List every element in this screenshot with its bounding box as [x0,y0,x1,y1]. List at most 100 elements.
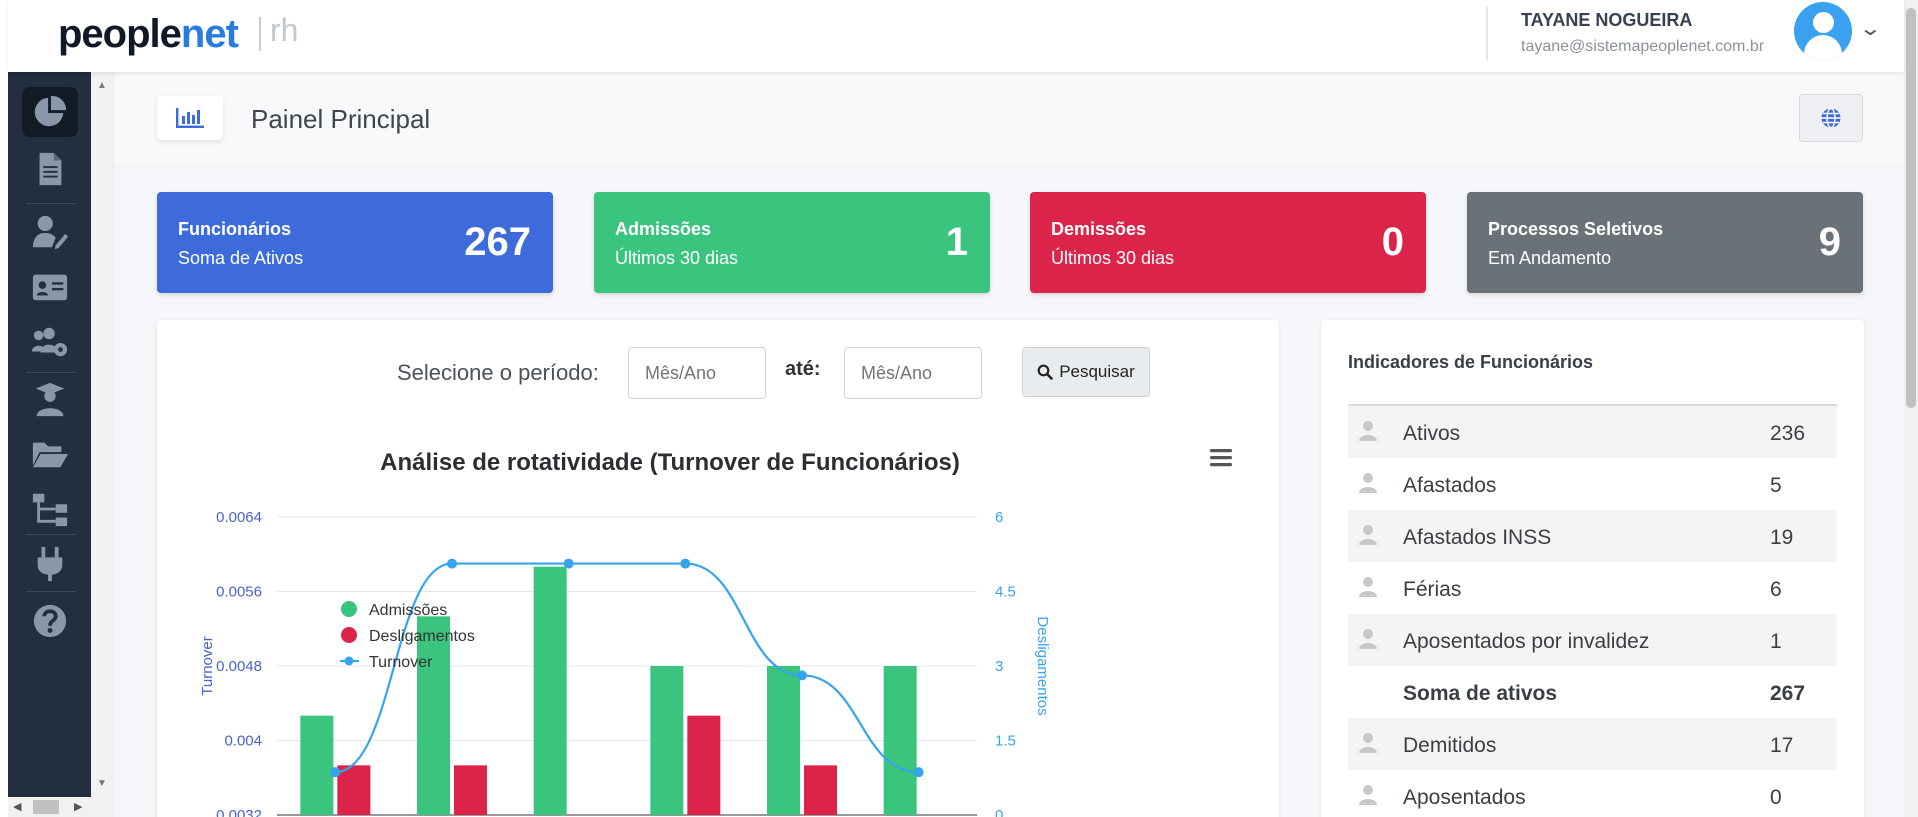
legend-label: Admissões [369,602,447,619]
logo-sub: rh [270,12,299,48]
main-content: Painel Principal Funcionários Soma de At… [115,72,1904,817]
indicators-title: Indicadores de Funcionários [1348,352,1594,372]
indicator-value: 19 [1770,526,1794,549]
logo-accent: net [180,12,239,56]
card-value: 267 [464,220,531,264]
bar-admissoes [533,566,567,815]
indicator-row[interactable]: Férias 6 [1348,562,1837,614]
indicators-list: Ativos 236 Afastados 5 Afastados INSS 19 Féria… [1348,404,1837,817]
horizontal-scrollbar[interactable]: ◀ ▶ [8,797,115,817]
page-scrollbar[interactable] [1904,0,1918,817]
indicator-label: Afastados [1403,474,1497,497]
graduate-icon [35,382,65,417]
sidebar-item-users-cog[interactable] [22,317,78,367]
card-title: Demissões [1051,219,1147,239]
sidebar [8,72,91,817]
indicator-row[interactable]: Aposentados por invalidez 1 [1348,614,1837,666]
sidebar-item-folders[interactable] [22,429,78,479]
period-to-label: até: [785,358,821,380]
indicator-row[interactable]: Demitidos 17 [1348,718,1837,770]
bar-desligamentos [804,765,837,815]
legend-marker [341,627,357,643]
folder-open-icon [32,442,69,468]
indicator-label: Ativos [1403,422,1461,445]
card-title: Admissões [615,219,712,239]
bar-desligamentos [337,765,371,815]
bar-admissoes [417,616,450,815]
search-button[interactable]: Pesquisar [1022,347,1150,397]
sidebar-item-training[interactable] [22,374,78,424]
sidebar-item-user-edit[interactable] [22,207,78,257]
sidebar-divider [26,203,76,204]
legend-marker [344,656,354,666]
sitemap-icon [32,493,68,527]
card-value: 0 [1381,220,1404,264]
indicator-value: 236 [1770,422,1806,445]
y-tick-label: 0.004 [224,733,262,750]
y2-tick-label: 6 [995,509,1003,526]
globe-icon [1821,107,1841,129]
indicator-row[interactable]: Soma de ativos 267 [1348,666,1837,718]
sidebar-item-documents[interactable] [22,144,78,194]
indicators-panel: Indicadores de Funcionários Ativos 236 Afa… [1321,320,1864,817]
chart-legend[interactable]: Admissões Desligamentos Turnover [340,601,475,671]
turnover-line [335,562,919,774]
indicator-row[interactable]: Afastados 5 [1348,458,1837,510]
users-cog-icon [31,327,68,357]
card-subtitle: Em Andamento [1488,248,1612,268]
indicator-value: 5 [1770,474,1782,497]
stat-card-admissoes[interactable]: Admissões Últimos 30 dias 1 [594,192,990,293]
chart-title: Análise de rotatividade (Turnover de Fun… [380,449,960,476]
chart-menu-icon[interactable] [1210,449,1232,467]
sidebar-item-help[interactable] [22,596,78,646]
indicator-value: 6 [1770,578,1782,601]
turnover-point [797,670,807,681]
period-from-input[interactable] [628,347,766,399]
y2-tick-label: 1.5 [995,733,1016,750]
y-tick-label: 0.0064 [216,509,262,526]
bar-admissoes [650,666,684,815]
legend-marker [341,601,357,617]
user-name[interactable]: TAYANE NOGUEIRA [1521,10,1693,30]
stat-card-processos-seletivos[interactable]: Processos Seletivos Em Andamento 9 [1467,192,1863,293]
card-subtitle: Soma de Ativos [178,248,304,268]
indicator-row[interactable]: Afastados INSS 19 [1348,510,1837,562]
language-button[interactable] [1799,94,1863,142]
indicator-value: 267 [1770,682,1806,705]
user-icon [1358,732,1378,759]
y-tick-label: 0.0056 [216,584,262,601]
stat-card-demissoes[interactable]: Demissões Últimos 30 dias 0 [1030,192,1426,293]
sidebar-item-org-chart[interactable] [22,484,78,534]
card-subtitle: Últimos 30 dias [615,248,739,268]
sidebar-item-integrations[interactable] [22,539,78,589]
plug-icon [37,546,63,582]
y-tick-label: 0.0032 [216,807,262,817]
turnover-panel: Selecione o período: até: Pesquisar 0.00… [157,320,1279,817]
indicator-row[interactable]: Aposentados 0 [1348,770,1837,817]
bar-admissoes [883,666,917,815]
sidebar-item-dashboard[interactable] [22,87,78,137]
sidebar-item-id-card[interactable] [22,262,78,312]
bar-desligamentos [454,765,487,815]
period-to-input[interactable] [844,347,982,399]
period-label: Selecione o período: [397,360,599,385]
stat-card-funcionarios[interactable]: Funcionários Soma de Ativos 267 [157,192,553,293]
logo-main: people [58,12,182,56]
turnover-chart: 0.0064 0.0056 0.0048 0.004 0.0032 6 4.5 3 1.5 0 Tu… [199,449,1232,817]
user-icon [1358,420,1378,447]
chevron-down-icon[interactable]: ⌄ [1858,18,1883,40]
logo[interactable]: peoplenet [58,12,239,57]
indicator-label: Aposentados por invalidez [1403,630,1650,653]
user-icon [1358,576,1378,603]
search-icon [1037,364,1053,380]
avatar[interactable] [1794,2,1852,60]
sidebar-divider [26,591,76,592]
indicator-label: Férias [1403,578,1462,601]
indicator-row[interactable]: Ativos 236 [1348,406,1837,458]
y2-axis-label: Desligamentos [1034,616,1051,715]
y2-tick-label: 3 [995,658,1003,675]
sidebar-scrollbar[interactable]: ▲ ▼ [91,72,115,797]
turnover-point [447,558,457,569]
turnover-point [913,767,924,778]
